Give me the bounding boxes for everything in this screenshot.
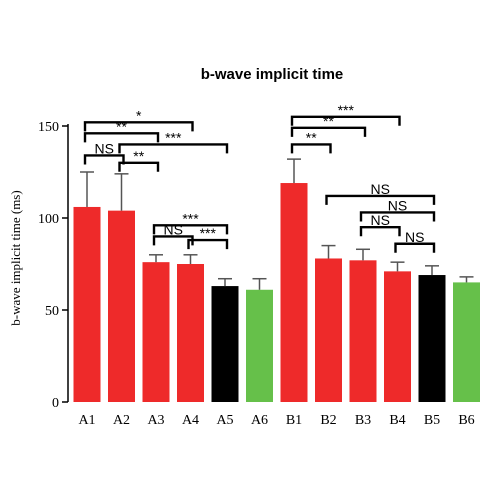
bar-B4 <box>384 271 411 402</box>
significance-label: *** <box>165 129 182 145</box>
x-tick-label: A3 <box>147 413 164 428</box>
significance-bracket <box>118 143 229 154</box>
significance-bracket <box>359 226 401 237</box>
x-tick-label: A4 <box>182 413 199 428</box>
bar-B6 <box>453 282 480 402</box>
x-axis-labels: A1 A2 A3 A4 A5 A6 B1 B2 B3 B4 B5 B6 <box>78 413 474 428</box>
significance-bracket <box>118 161 160 172</box>
bar-B5 <box>418 275 446 402</box>
significance-bracket <box>290 115 401 126</box>
x-tick-label: A1 <box>78 413 95 428</box>
significance-label: ** <box>133 148 144 164</box>
error-bars <box>80 158 474 290</box>
x-tick-label: B2 <box>320 413 336 428</box>
y-tick-label: 150 <box>38 120 59 135</box>
x-tick-label: B4 <box>389 413 405 428</box>
significance-label: NS <box>371 212 390 228</box>
significance-bracket <box>83 154 125 165</box>
bar-A6 <box>246 289 273 402</box>
bars <box>73 183 480 402</box>
y-tick-label: 50 <box>45 304 59 319</box>
significance-bracket <box>290 143 332 154</box>
x-tick-label: A5 <box>216 413 233 428</box>
significance-bracket <box>187 238 229 250</box>
y-axis-label: b-wave implicit time (ms) <box>8 190 23 325</box>
x-tick-label: A2 <box>113 413 130 428</box>
significance-bracket <box>290 126 367 137</box>
significance-label: *** <box>338 102 355 118</box>
significance-bracket <box>83 121 194 132</box>
significance-label: NS <box>95 140 114 156</box>
significance-label: *** <box>182 210 199 226</box>
y-tick-label: 0 <box>52 396 59 411</box>
bar-B1 <box>280 183 308 402</box>
y-tick-label: 100 <box>38 212 59 227</box>
x-tick-label: B6 <box>458 413 474 428</box>
significance-bracket <box>83 132 160 143</box>
bar-A5 <box>211 286 239 402</box>
bar-A2 <box>108 210 135 402</box>
significance-bracket <box>152 224 229 235</box>
significance-label: NS <box>164 221 183 237</box>
significance-label: NS <box>405 229 424 245</box>
bar-A3 <box>142 262 170 402</box>
x-tick-label: B1 <box>286 413 302 428</box>
significance-label: * <box>136 107 142 123</box>
significance-label: NS <box>371 181 390 197</box>
significance-bracket <box>325 194 436 205</box>
significance-label: ** <box>323 113 334 129</box>
significance-label: NS <box>388 197 407 213</box>
significance-label: *** <box>200 225 217 241</box>
bar-A1 <box>73 206 101 402</box>
significance-bracket <box>394 242 436 253</box>
x-tick-label: A6 <box>251 413 268 428</box>
x-tick-label: B5 <box>424 413 440 428</box>
significance-label: ** <box>116 118 127 134</box>
x-tick-label: B3 <box>355 413 371 428</box>
significance-bracket <box>359 211 436 222</box>
significance-label: ** <box>306 129 317 145</box>
chart-title: b-wave implicit time <box>201 66 344 83</box>
bar-A4 <box>177 264 204 402</box>
y-axis: 0 50 100 150 <box>38 120 69 411</box>
bar-B2 <box>315 258 342 402</box>
significance-bracket <box>152 235 194 246</box>
bar-B3 <box>349 260 377 402</box>
